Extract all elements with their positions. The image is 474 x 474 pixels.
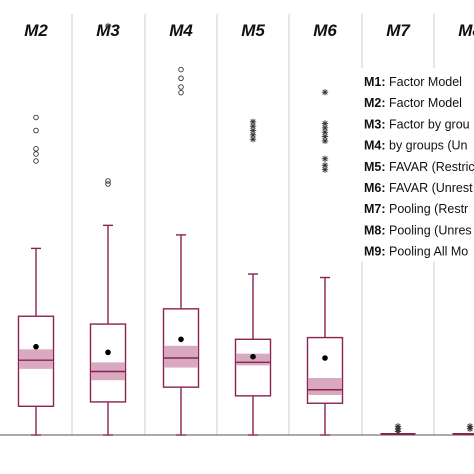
legend-label: Factor Model <box>386 75 462 89</box>
star-stroke <box>467 426 473 432</box>
legend-key: M3: <box>364 117 386 131</box>
outlier-circle <box>33 158 39 164</box>
median-band <box>308 378 342 395</box>
legend-key: M8: <box>364 223 386 237</box>
legend-key: M6: <box>364 181 386 195</box>
legend-entry-8: M8: Pooling (Unres <box>364 223 472 237</box>
box-m6 <box>306 89 344 436</box>
outlier-circle <box>178 89 184 96</box>
star-stroke <box>322 156 328 162</box>
star-stroke <box>322 138 328 144</box>
star-stroke <box>395 428 401 435</box>
panel-title-m5: M5 <box>241 21 265 40</box>
outlier-star <box>321 155 329 162</box>
star-stroke <box>322 133 328 140</box>
legend-entry-3: M3: Factor by grou <box>364 117 470 131</box>
legend-label: Pooling (Unres <box>386 223 472 237</box>
star-stroke <box>250 123 256 129</box>
mean-dot <box>33 343 39 350</box>
panel-title-m8: M8 <box>458 21 474 40</box>
mean-dot <box>322 355 328 361</box>
legend-key: M2: <box>364 96 386 110</box>
outlier-star <box>394 428 402 435</box>
median-band <box>164 345 198 368</box>
star-stroke <box>250 127 256 134</box>
legend-key: M1: <box>364 75 386 89</box>
star-stroke <box>322 120 328 127</box>
outlier-star <box>466 425 474 433</box>
legend-entry-4: M4: by groups (Un <box>364 139 468 153</box>
outlier-star <box>321 89 329 96</box>
mean-dot <box>178 336 184 343</box>
star-stroke <box>322 129 328 135</box>
median-band <box>236 353 270 366</box>
outlier-star <box>321 137 329 145</box>
legend-entry-2: M2: Factor Model <box>364 96 462 110</box>
outlier-circle <box>105 178 111 184</box>
mean-dot <box>250 353 256 360</box>
legend-key: M5: <box>364 160 386 174</box>
panel-title-m3: M3 <box>96 21 120 40</box>
outlier-circle <box>33 114 39 121</box>
outlier-star <box>249 135 257 143</box>
legend-entry-1: M1: Factor Model <box>364 75 462 89</box>
legend-key: M7: <box>364 202 386 216</box>
legend-entry-9: M9: Pooling All Mo <box>364 245 468 259</box>
panel-titles: M2 M3 M4 M5 M6 M7 M8 <box>24 21 474 40</box>
panel-title-m4: M4 <box>169 21 193 40</box>
outlier-circle <box>33 146 39 152</box>
star-stroke <box>322 167 328 173</box>
legend-box <box>360 68 474 262</box>
outlier-star <box>321 166 329 173</box>
legend-label: Pooling All Mo <box>386 245 469 259</box>
legend-label: Pooling (Restr <box>386 202 469 216</box>
box-m3 <box>89 22 127 436</box>
mean-dot <box>105 349 111 356</box>
outlier-circle <box>178 84 184 90</box>
panel-title-m7: M7 <box>386 21 411 40</box>
legend-key: M4: <box>364 139 386 153</box>
panel-title-m2: M2 <box>24 21 48 40</box>
legend-label: FAVAR (Restric <box>386 160 474 174</box>
outlier-circle <box>105 181 111 187</box>
box-m7 <box>380 423 416 435</box>
star-stroke <box>250 136 256 142</box>
star-stroke <box>250 132 256 138</box>
legend-label: Factor by grou <box>386 117 470 131</box>
box-m8 <box>452 423 474 435</box>
outlier-star <box>321 133 329 140</box>
median-band <box>19 349 53 369</box>
outlier-star <box>104 22 112 30</box>
outlier-circle <box>33 127 39 134</box>
box-m4 <box>162 66 200 436</box>
box-m5 <box>234 118 272 436</box>
outlier-circle <box>33 151 39 157</box>
legend-entry-6: M6: FAVAR (Unrest <box>364 181 473 195</box>
star-stroke <box>250 119 256 125</box>
legend-key: M9: <box>364 245 386 259</box>
legend-label: FAVAR (Unrest <box>386 181 474 195</box>
legend-label: Factor Model <box>386 96 462 110</box>
legend-label: by groups (Un <box>386 139 468 153</box>
outlier-circle <box>178 75 184 82</box>
legend-entry-5: M5: FAVAR (Restric <box>364 160 474 174</box>
boxes <box>17 22 474 436</box>
star-stroke <box>322 89 328 95</box>
star-stroke <box>322 162 328 168</box>
star-stroke <box>322 125 328 131</box>
outlier-circle <box>178 66 184 73</box>
iqr-box <box>234 338 272 397</box>
box-m2 <box>17 114 55 436</box>
legend-entry-7: M7: Pooling (Restr <box>364 202 468 216</box>
star-stroke <box>105 23 111 29</box>
panel-title-m6: M6 <box>313 21 337 40</box>
